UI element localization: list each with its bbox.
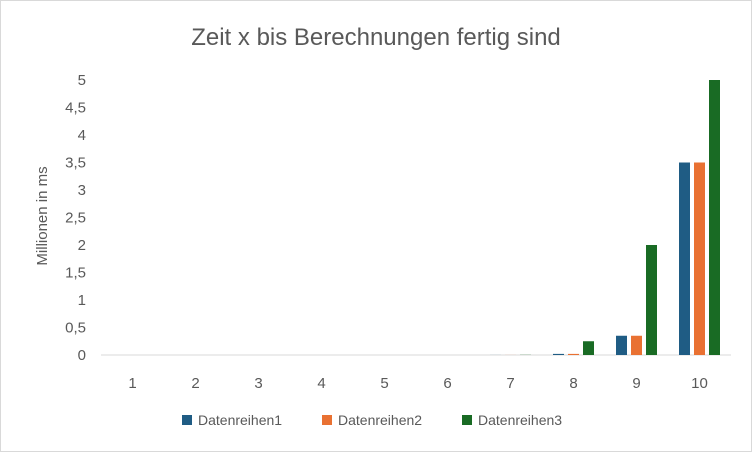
y-tick-label: 2 [78,237,86,254]
bar-2-10 [694,162,705,355]
y-tick-label: 1,5 [65,265,86,282]
y-tick-label: 0,5 [65,320,86,337]
bar-3-9 [646,245,657,355]
y-tick-label: 4 [78,127,86,144]
bar-3-10 [709,80,720,355]
chart-title: Zeit x bis Berechnungen fertig sind [191,24,561,51]
bar-1-9 [616,335,627,355]
legend-label: Datenreihen1 [198,412,282,428]
bar-3-8 [583,341,594,355]
x-tick-label: 9 [632,375,640,392]
bar-2-9 [631,335,642,355]
bar-1-10 [679,162,690,355]
x-tick-labels: 1 2 3 4 5 6 7 8 9 10 [128,375,708,392]
x-tick-label: 6 [443,375,451,392]
bar-1-8 [553,353,564,355]
x-tick-label: 3 [254,375,262,392]
legend-label: Datenreihen2 [338,412,422,428]
legend-swatch [462,415,472,425]
x-tick-label: 8 [569,375,577,392]
y-tick-labels: 0 0,5 1 1,5 2 2,5 3 3,5 4 4,5 5 [65,72,86,364]
y-tick-label: 4,5 [65,100,86,117]
x-tick-label: 4 [317,375,325,392]
x-tick-label: 10 [691,375,708,392]
x-tick-label: 5 [380,375,388,392]
bars [490,80,720,355]
y-tick-label: 3,5 [65,155,86,172]
y-tick-label: 3 [78,182,86,199]
legend-label: Datenreihen3 [478,412,562,428]
x-tick-label: 2 [191,375,199,392]
x-tick-label: 1 [128,375,136,392]
legend: Datenreihen1 Datenreihen2 Datenreihen3 [182,412,562,428]
y-tick-label: 2,5 [65,210,86,227]
x-tick-label: 7 [506,375,514,392]
bar-2-8 [568,353,579,355]
legend-swatch [182,415,192,425]
y-tick-label: 0 [78,347,86,364]
y-tick-label: 5 [78,72,86,89]
legend-swatch [322,415,332,425]
y-axis-label: Millionen in ms [34,166,51,265]
y-tick-label: 1 [78,292,86,309]
